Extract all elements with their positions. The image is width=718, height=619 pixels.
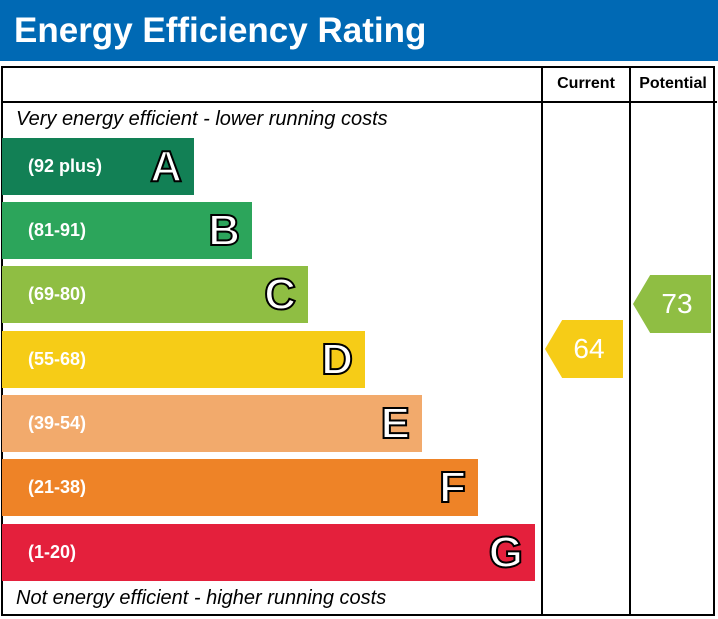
top-note: Very energy efficient - lower running co… bbox=[16, 108, 388, 130]
page-title: Energy Efficiency Rating bbox=[0, 0, 718, 61]
band-e: (39-54) E bbox=[2, 395, 422, 452]
band-a: (92 plus) A bbox=[2, 138, 194, 195]
band-range: (21-38) bbox=[28, 477, 87, 497]
band-letter: F bbox=[438, 462, 467, 513]
band-d: (55-68) D bbox=[2, 331, 365, 388]
band-range: (81-91) bbox=[28, 220, 87, 240]
band-range: (92 plus) bbox=[28, 156, 103, 176]
potential-rating-arrow: 73 bbox=[633, 275, 711, 333]
potential-column-header: Potential bbox=[639, 75, 707, 92]
band-letter: C bbox=[263, 269, 297, 320]
band-letter: G bbox=[488, 527, 524, 578]
divider bbox=[541, 66, 543, 616]
band-g: (1-20) G bbox=[2, 524, 535, 581]
band-f: (21-38) F bbox=[2, 459, 478, 516]
current-rating-arrow: 64 bbox=[545, 320, 623, 378]
band-letter: A bbox=[149, 141, 183, 192]
band-range: (39-54) bbox=[28, 413, 87, 433]
bottom-note: Not energy efficient - higher running co… bbox=[16, 587, 387, 609]
band-b: (81-91) B bbox=[2, 202, 252, 259]
band-range: (1-20) bbox=[28, 542, 77, 562]
divider bbox=[629, 66, 631, 616]
band-range: (69-80) bbox=[28, 284, 87, 304]
current-column-header: Current bbox=[557, 75, 615, 92]
band-letter: B bbox=[207, 205, 241, 256]
divider bbox=[1, 101, 717, 103]
band-letter: E bbox=[380, 398, 411, 449]
band-letter: D bbox=[320, 334, 354, 385]
band-c: (69-80) C bbox=[2, 266, 308, 323]
band-range: (55-68) bbox=[28, 349, 87, 369]
